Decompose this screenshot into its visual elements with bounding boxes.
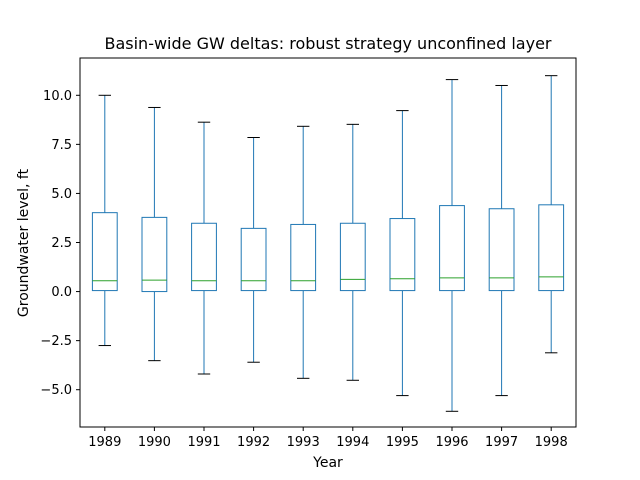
box-iqr <box>538 204 565 292</box>
x-tick-label: 1995 <box>386 435 419 450</box>
plot-area: −5.0 −2.5 0.0 2.5 5.0 7.5 10.0 1989 1990 1991 1992… <box>40 57 577 450</box>
y-tick-label: 2.5 <box>51 236 72 251</box>
box-iqr <box>290 223 317 292</box>
y-tick-label: −2.5 <box>40 334 72 349</box>
box-iqr <box>488 208 515 292</box>
x-tick-label: 1997 <box>485 435 518 450</box>
y-tick-label: 10.0 <box>43 89 72 104</box>
y-tick-label: 7.5 <box>51 138 72 153</box>
y-axis-label: Groundwater level, ft <box>16 168 32 317</box>
x-tick-label: 1989 <box>88 435 121 450</box>
box-iqr <box>389 218 416 292</box>
y-tick-label: 5.0 <box>51 187 72 202</box>
x-tick-label: 1993 <box>287 435 320 450</box>
y-tick-label: −5.0 <box>40 383 72 398</box>
y-tick-label: 0.0 <box>51 285 72 300</box>
x-tick-label: 1992 <box>237 435 270 450</box>
x-tick-label: 1990 <box>138 435 171 450</box>
box-iqr <box>240 227 267 292</box>
chart-title: Basin-wide GW deltas: robust strategy un… <box>104 34 551 53</box>
box-iqr <box>191 222 217 292</box>
box-iqr <box>339 222 366 292</box>
box-iqr <box>141 216 168 293</box>
x-axis-label: Year <box>312 455 343 471</box>
box-iqr <box>439 205 465 292</box>
x-tick-label: 1996 <box>435 435 468 450</box>
x-tick-label: 1998 <box>535 435 568 450</box>
box-iqr <box>91 212 118 292</box>
x-tick-label: 1991 <box>187 435 220 450</box>
x-tick-label: 1994 <box>336 435 369 450</box>
